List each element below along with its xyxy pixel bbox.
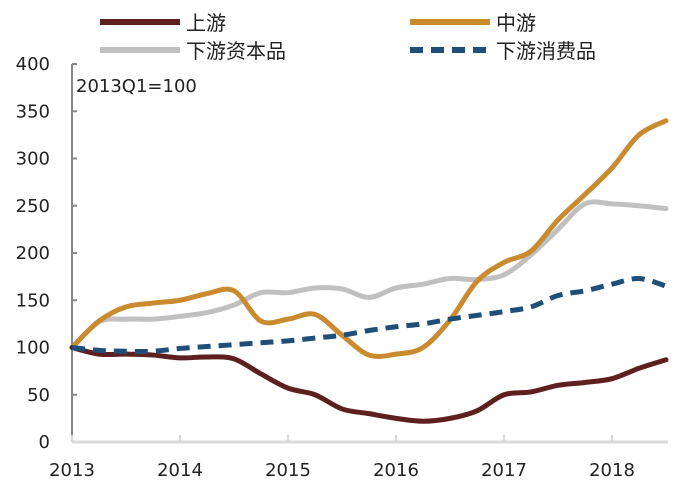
y-tick-label: 250: [16, 196, 50, 217]
y-tick-label: 300: [16, 149, 50, 170]
series-line-3: [71, 276, 667, 355]
base-annotation: 2013Q1=100: [76, 76, 197, 97]
y-tick-label: 350: [16, 101, 50, 122]
y-tick-label: 100: [16, 338, 50, 359]
y-tick-label: 400: [16, 54, 50, 75]
y-tick-label: 0: [39, 432, 50, 453]
series-line-1: [69, 118, 669, 359]
y-tick-label: 200: [16, 243, 50, 264]
series-line-0: [69, 345, 669, 424]
x-tick-label: 2017: [481, 460, 527, 481]
x-tick-label: 2014: [157, 460, 203, 481]
x-tick-label: 2013: [49, 460, 95, 481]
legend-label: 上游: [186, 11, 226, 35]
x-tick-label: 2018: [589, 460, 635, 481]
x-tick-label: 2015: [265, 460, 311, 481]
x-tick-label: 2016: [373, 460, 419, 481]
legend-label: 下游资本品: [186, 39, 286, 63]
legend-label: 下游消费品: [496, 39, 596, 63]
series-line-2: [69, 199, 669, 350]
y-tick-label: 150: [16, 290, 50, 311]
y-tick-label: 50: [27, 385, 50, 406]
legend-label: 中游: [496, 11, 536, 35]
